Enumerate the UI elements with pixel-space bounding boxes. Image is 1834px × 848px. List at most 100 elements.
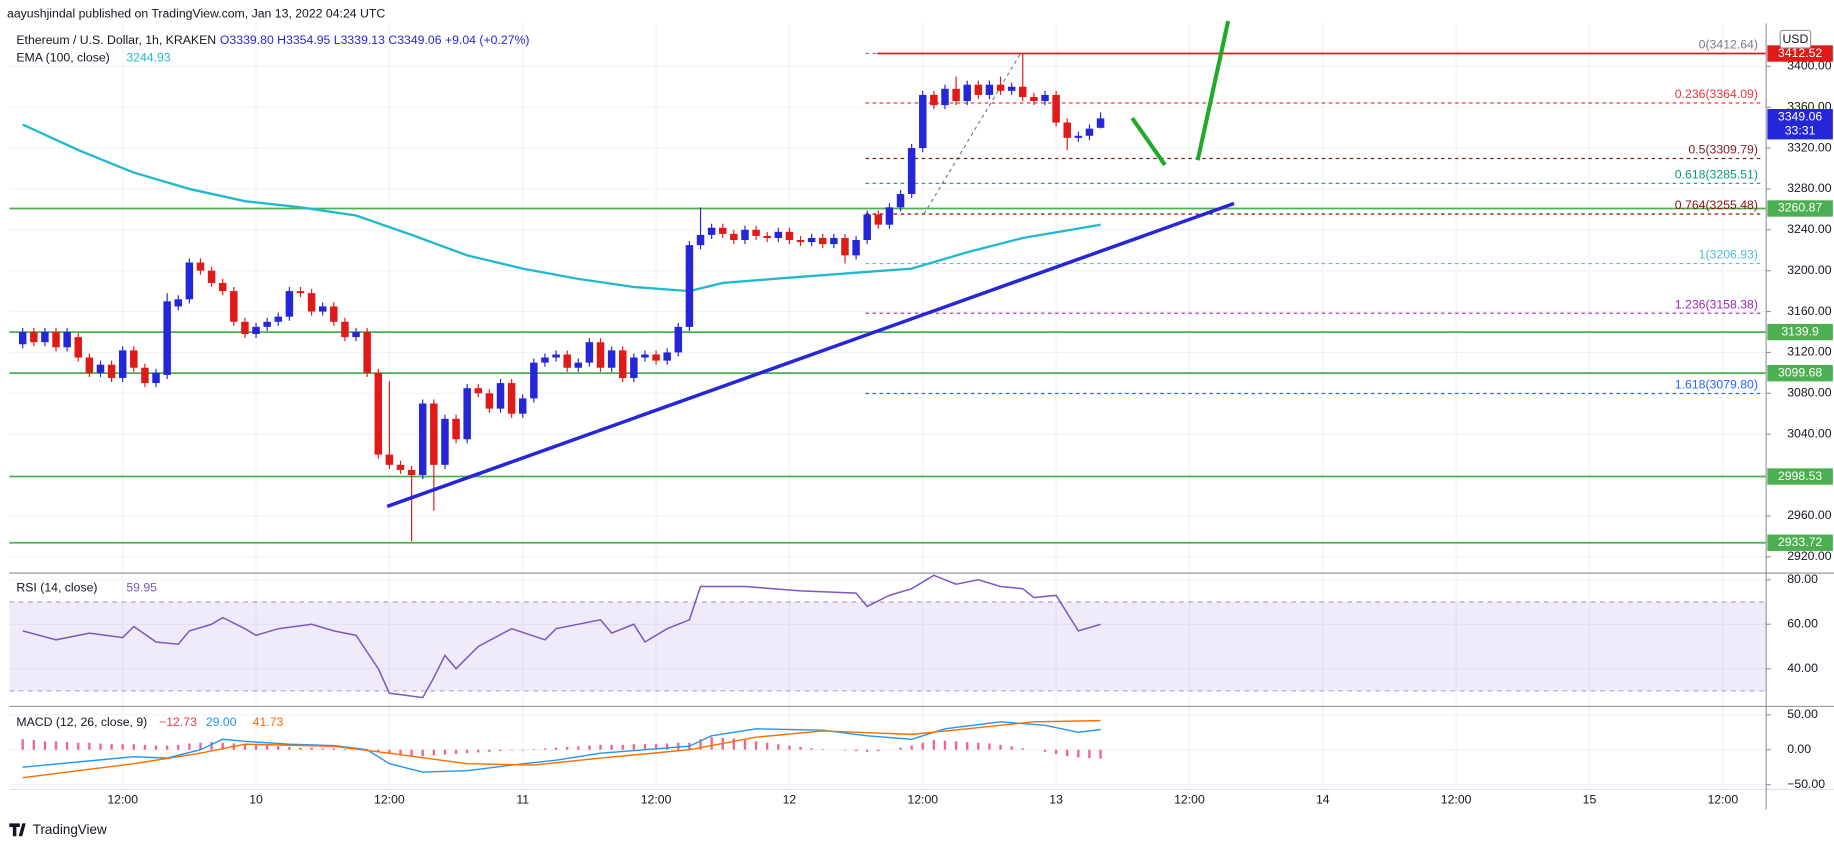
candle-body xyxy=(952,88,960,102)
candle-body xyxy=(352,331,360,338)
y-tick-label: 3280.00 xyxy=(1787,181,1832,195)
macd-histogram-bar xyxy=(1066,749,1069,757)
candle-body xyxy=(974,84,983,95)
fib-anchor-line xyxy=(923,52,1022,215)
macd-histogram-bar xyxy=(399,749,402,756)
macd-histogram-bar xyxy=(510,749,513,751)
rsi-line xyxy=(22,574,1101,699)
level-tag-label: 2933.72 xyxy=(1778,535,1823,549)
candle-body xyxy=(141,367,149,384)
macd-histogram-bar xyxy=(632,744,636,750)
macd-histogram-bar xyxy=(177,744,180,750)
ohlc-values: O3339.80 H3354.95 L3339.13 C3349.06 +9.0… xyxy=(220,33,530,47)
macd-legend-value: −12.73 xyxy=(159,715,197,729)
candle-body xyxy=(1007,86,1016,91)
x-tick-label: 12:00 xyxy=(374,792,405,806)
macd-histogram-bar xyxy=(643,744,647,750)
macd-histogram-bar xyxy=(921,742,924,750)
macd-histogram-bar xyxy=(466,749,469,754)
candle-body xyxy=(819,237,827,245)
macd-histogram-bar xyxy=(221,742,224,750)
x-tick-label: 12:00 xyxy=(107,792,138,806)
fib-label: 0.618(3285.51) xyxy=(1675,167,1758,181)
candle-body xyxy=(96,364,105,373)
macd-histogram-bar xyxy=(766,742,769,750)
macd-histogram-bar xyxy=(521,749,524,751)
last-price-label: 3349.06 xyxy=(1778,109,1823,123)
y-tick-label: 3400.00 xyxy=(1787,59,1832,73)
candle-body xyxy=(685,245,694,327)
macd-histogram-bar xyxy=(677,742,680,750)
publisher-line: aayushjindal published on TradingView.co… xyxy=(7,6,385,20)
candle-body xyxy=(1052,94,1060,123)
macd-histogram-bar xyxy=(932,739,936,750)
macd-histogram-bar xyxy=(165,745,169,750)
candle-body xyxy=(641,354,649,358)
y-tick-label: 0.00 xyxy=(1787,742,1811,756)
candle-body xyxy=(63,331,71,348)
macd-histogram-bar xyxy=(954,741,958,750)
candle-body xyxy=(630,357,638,378)
candle-body xyxy=(118,350,127,378)
candle-body xyxy=(707,227,716,235)
currency-label: USD xyxy=(1782,32,1808,46)
macd-histogram-bar xyxy=(21,739,24,750)
y-tick-label: 2960.00 xyxy=(1787,508,1832,522)
rsi-title: RSI (14, close) xyxy=(16,581,97,595)
macd-histogram-bar xyxy=(588,745,591,750)
candle-body xyxy=(507,383,516,414)
footer-logo: TradingView xyxy=(9,822,107,837)
candle-body xyxy=(130,350,138,368)
candle-body xyxy=(774,231,783,238)
candle-body xyxy=(741,229,749,241)
candle-body xyxy=(863,214,871,241)
level-tag-box xyxy=(1767,323,1833,341)
macd-histogram-bar xyxy=(199,742,202,750)
candle-body xyxy=(74,337,82,358)
candle-body xyxy=(363,331,371,373)
x-tick-label: 10 xyxy=(249,792,263,806)
level-tag-box xyxy=(1767,200,1833,217)
candle-body xyxy=(163,301,171,375)
candle-body xyxy=(941,88,949,106)
macd-histogram-bar xyxy=(377,749,380,752)
macd-histogram-bar xyxy=(43,741,47,750)
candle-body xyxy=(174,299,183,307)
candle-body xyxy=(563,354,571,368)
macd-histogram-bar xyxy=(943,740,947,750)
candle-body xyxy=(552,354,560,358)
y-tick-label: 3160.00 xyxy=(1787,304,1832,318)
macd-histogram-bar xyxy=(910,745,913,750)
macd-histogram-bar xyxy=(265,745,269,750)
x-tick-label: 11 xyxy=(516,792,529,806)
y-tick-label: 3200.00 xyxy=(1787,263,1832,277)
macd-histogram-bar xyxy=(299,747,302,750)
macd-histogram-bar xyxy=(610,744,613,750)
macd-histogram-bar xyxy=(977,742,980,750)
macd-histogram-bar xyxy=(599,744,602,750)
candle-body xyxy=(730,233,738,241)
macd-histogram-bar xyxy=(32,739,35,750)
candle-body xyxy=(930,94,938,106)
candle-body xyxy=(485,393,494,409)
resistance-tag-box xyxy=(1767,45,1833,62)
macd-histogram-bar xyxy=(77,742,80,750)
currency-box xyxy=(1779,29,1812,49)
y-tick-label: 3320.00 xyxy=(1787,140,1832,154)
macd-histogram-bar xyxy=(132,744,135,750)
macd-histogram-bar xyxy=(1021,748,1024,750)
ema-legend: EMA (100, close) xyxy=(16,51,109,65)
macd-histogram-bar xyxy=(988,743,991,750)
logo-mark xyxy=(9,823,26,837)
y-tick-label: 80.00 xyxy=(1787,572,1818,586)
y-tick-label: 3240.00 xyxy=(1787,222,1832,236)
fib-label: 1(3206.93) xyxy=(1699,248,1758,262)
level-tag-label: 3260.87 xyxy=(1778,201,1823,215)
logo-text: TradingView xyxy=(33,822,107,837)
candle-body xyxy=(296,291,305,294)
macd-histogram-bar xyxy=(432,749,436,756)
fib-label: 0.5(3309.79) xyxy=(1688,143,1758,157)
macd-histogram-bar xyxy=(321,748,324,750)
candle-body xyxy=(996,84,1005,91)
